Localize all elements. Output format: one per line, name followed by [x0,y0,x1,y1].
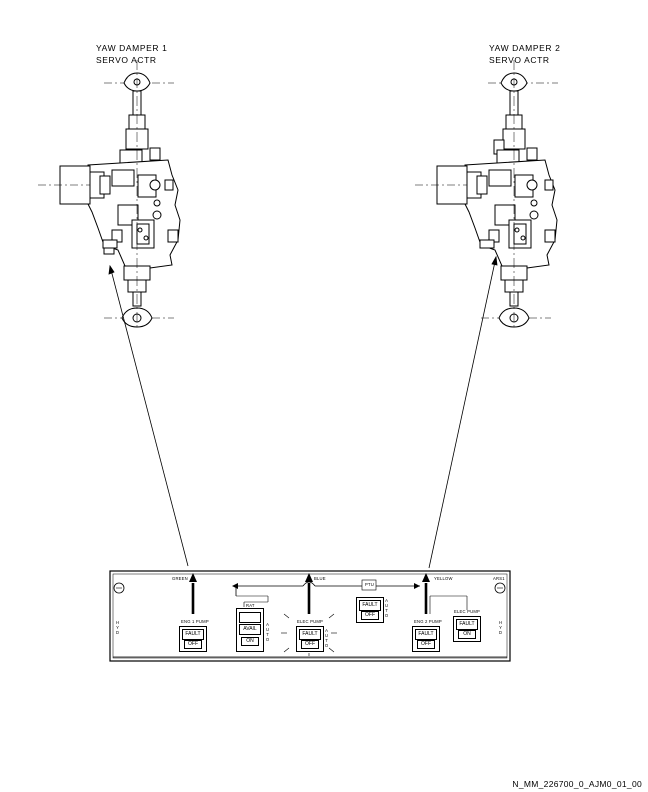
ptu-auto-label: AUTO [384,598,389,618]
yaw-damper-2-title: YAW DAMPER 2 [489,43,561,53]
ptu-off-indicator: OFF [361,611,379,620]
eng2-pump-off-indicator: OFF [417,640,435,649]
yellow-elec-pump-on-indicator: ON [458,630,476,639]
yellow-elec-pump-title: ELEC PUMP [454,609,481,614]
blue-elec-pump-switch[interactable]: FAULT OFF [296,626,324,652]
yellow-elec-pump-switch[interactable]: FAULT ON [453,616,481,642]
blue-elec-pump-auto-label: AUTO [324,628,329,648]
yellow-system-label: YELLOW [434,576,453,581]
blue-elec-pump-off-indicator: OFF [301,640,319,649]
eng2-pump-title: ENG 2 PUMP [414,619,442,624]
eng2-pump-fault-indicator: FAULT [415,629,437,640]
rat-guard [239,612,261,623]
hyd-left-label: HYD [115,620,120,635]
ptu-switch[interactable]: FAULT OFF [356,597,384,623]
ptu-fault-indicator: FAULT [359,600,381,611]
hyd-panel-frame [109,570,511,662]
panel-id: ARS1 [493,576,505,581]
blue-elec-pump-title: ELEC PUMP [297,619,324,624]
eng1-pump-switch[interactable]: FAULT OFF [179,626,207,652]
rat-auto-label: AUTO [265,622,270,642]
panel-flow-lines [189,573,468,656]
hyd-right-label: HYD [498,620,503,635]
eng1-pump-title: ENG 1 PUMP [181,619,209,624]
yaw-damper-2-actuator [415,60,558,330]
ptu-title: PTU [365,582,374,587]
rat-title: RAT [246,603,255,608]
green-system-label: GREEN [172,576,188,581]
rat-on-indicator: ON [241,637,259,646]
yaw-damper-1-title: YAW DAMPER 1 [96,43,168,53]
rat-manual-switch[interactable]: AVAIL ON [236,608,264,652]
blue-elec-pump-fault-indicator: FAULT [299,629,321,640]
yaw-damper-1-subtitle: SERVO ACTR [96,55,157,65]
rat-avail-indicator: AVAIL [239,624,261,635]
yaw-damper-1-actuator [38,60,181,330]
leader-lines [108,255,498,569]
eng2-pump-switch[interactable]: FAULT OFF [412,626,440,652]
drawing-reference: N_MM_226700_0_AJM0_01_00 [512,779,642,789]
yaw-damper-2-subtitle: SERVO ACTR [489,55,550,65]
yellow-elec-pump-fault-indicator: FAULT [456,619,478,630]
blue-system-label: BLUE [314,576,326,581]
eng1-pump-fault-indicator: FAULT [182,629,204,640]
eng1-pump-off-indicator: OFF [184,640,202,649]
